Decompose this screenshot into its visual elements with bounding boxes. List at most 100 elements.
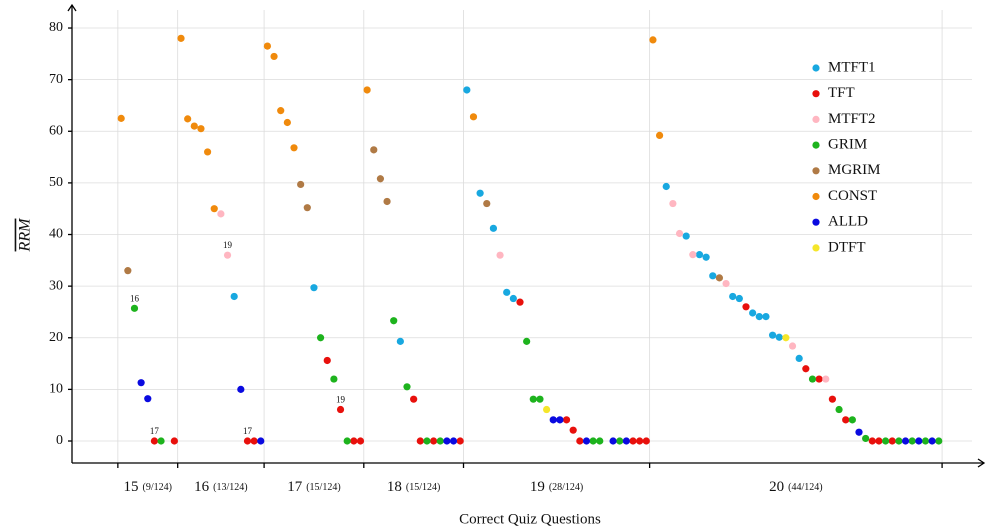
- point: [237, 385, 245, 393]
- point: [370, 146, 378, 154]
- group-label: 17: [287, 479, 303, 495]
- point: [137, 379, 145, 387]
- y-tick-label: 30: [49, 278, 63, 293]
- point: [775, 333, 783, 341]
- y-tick-label: 40: [49, 227, 63, 242]
- point: [336, 405, 345, 414]
- point: [802, 365, 810, 373]
- point: [396, 337, 404, 345]
- point: [702, 253, 710, 261]
- point: [828, 395, 837, 403]
- point: [157, 437, 165, 445]
- point: [503, 288, 511, 296]
- point: [862, 434, 870, 443]
- x-axis-label: Correct Quiz Questions: [459, 511, 601, 527]
- legend-label: TFT: [828, 85, 855, 101]
- point: [343, 437, 351, 445]
- point: [636, 437, 644, 445]
- point: [842, 416, 850, 424]
- point: [901, 437, 910, 445]
- point: [243, 437, 252, 445]
- point: [928, 437, 936, 445]
- point: [523, 337, 531, 345]
- point: [542, 405, 551, 414]
- point: [217, 210, 225, 218]
- point: [290, 144, 298, 152]
- point: [881, 437, 890, 445]
- y-tick-label: 60: [49, 123, 63, 138]
- legend-swatch: [812, 141, 820, 149]
- point: [184, 115, 192, 123]
- point: [596, 437, 604, 445]
- point: [888, 437, 896, 445]
- point: [150, 437, 159, 445]
- point: [223, 251, 232, 259]
- legend-label: DTFT: [828, 239, 866, 255]
- point: [177, 34, 185, 42]
- point: [788, 342, 797, 350]
- point: [529, 395, 537, 403]
- point: [835, 405, 843, 414]
- point: [257, 437, 265, 445]
- legend-label: CONST: [828, 188, 877, 204]
- x-tick-label: 18 (15/124): [387, 479, 440, 495]
- y-tick-label: 20: [49, 330, 63, 345]
- point: [655, 131, 664, 139]
- x-tick-label: 20 (44/124): [769, 479, 822, 495]
- point: [768, 331, 777, 339]
- x-tick-label: 16 (13/124): [194, 479, 247, 495]
- point: [310, 284, 318, 292]
- point: [935, 437, 943, 445]
- point: [735, 294, 743, 303]
- point: [390, 317, 398, 325]
- point: [868, 437, 876, 445]
- legend-swatch: [812, 244, 820, 252]
- point: [715, 274, 724, 282]
- point: [330, 375, 338, 383]
- legend-swatch: [812, 64, 820, 72]
- point: [629, 437, 637, 445]
- y-tick-label: 80: [49, 20, 63, 35]
- point: [662, 182, 670, 191]
- point: [410, 395, 418, 403]
- x-arrow: [977, 458, 986, 468]
- point: [582, 437, 591, 445]
- point: [649, 36, 657, 44]
- point: [689, 251, 697, 259]
- point: [144, 395, 152, 403]
- point: [562, 416, 571, 424]
- point: [782, 334, 790, 342]
- point: [822, 375, 830, 383]
- point: [609, 437, 617, 445]
- group-note: (9/124): [143, 482, 172, 493]
- point: [722, 279, 730, 288]
- point: [303, 204, 311, 212]
- point: [795, 354, 803, 363]
- point: [576, 437, 584, 445]
- point: [463, 86, 471, 94]
- point: [449, 437, 458, 445]
- group-note: (28/124): [549, 482, 583, 493]
- legend-swatch: [812, 90, 820, 98]
- point: [855, 428, 863, 436]
- y-axis-label: RRM: [17, 217, 34, 253]
- point: [749, 309, 757, 317]
- legend-swatch: [812, 218, 820, 226]
- point: [416, 437, 424, 445]
- legend-swatch: [812, 192, 820, 201]
- point: [124, 267, 132, 275]
- point: [642, 437, 650, 445]
- legend-label: MGRIM: [828, 162, 881, 178]
- legend-label: GRIM: [828, 137, 867, 153]
- point: [403, 383, 411, 391]
- point: [589, 437, 597, 445]
- legend-swatch: [812, 167, 820, 175]
- point: [263, 42, 272, 50]
- group-note: (15/124): [406, 482, 440, 493]
- group-note: (44/124): [788, 482, 822, 493]
- point: [682, 232, 690, 240]
- point: [483, 199, 491, 208]
- group-note: (15/124): [306, 482, 340, 493]
- y-tick-label: 10: [49, 382, 63, 397]
- point: [549, 416, 557, 424]
